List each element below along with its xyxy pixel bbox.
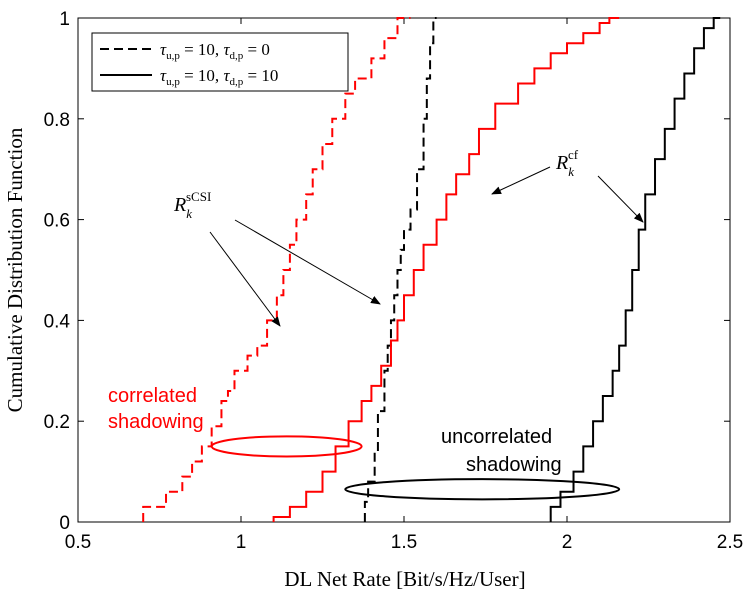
label-rksCSI: RksCSI: [173, 189, 211, 221]
y-axis-label: Cumulative Distribution Function: [3, 127, 27, 412]
legend: τu,p = 10, τd,p = 0 τu,p = 10, τd,p = 10: [91, 32, 349, 92]
ellipse-group: [210, 435, 621, 501]
arrow-rkcf-uncorrelated: [597, 175, 644, 223]
annotation-uncorrelated-line1: uncorrelated: [441, 426, 552, 448]
x-tick-label: 2: [562, 532, 573, 553]
axis-ticks: 0.5 1 1.5 2 2.5 0 0.2 0.4 0.6 0.8 1: [44, 9, 744, 553]
series-line-2: [272, 17, 620, 522]
arrow-rksCSI-uncorrelated: [234, 219, 381, 305]
x-tick-label: 2.5: [717, 532, 743, 553]
arrow-rksCSI-correlated: [209, 231, 281, 327]
annotation-correlated-line2: shadowing: [108, 411, 204, 433]
x-axis-label: DL Net Rate [Bit/s/Hz/User]: [284, 567, 525, 591]
x-tick-label: 1.5: [391, 532, 417, 553]
y-tick-label: 0: [59, 513, 70, 534]
y-tick-label: 0.8: [44, 110, 70, 131]
legend-label-dashed: τu,p = 10, τd,p = 0: [160, 40, 270, 62]
annotation-uncorrelated-line2: shadowing: [466, 454, 562, 476]
correlated-ellipse: [210, 435, 363, 458]
label-rkcf: Rkcf: [555, 147, 579, 179]
series-line-3: [549, 17, 721, 522]
y-tick-label: 1: [59, 9, 70, 30]
legend-box: [91, 32, 349, 92]
y-tick-label: 0.2: [44, 412, 70, 433]
y-tick-label: 0.4: [44, 311, 71, 332]
arrow-rkcf-correlated: [491, 166, 551, 195]
series-line-1: [363, 17, 437, 522]
x-tick-label: 0.5: [65, 532, 91, 553]
series-line-0: [142, 17, 411, 522]
legend-label-solid: τu,p = 10, τd,p = 10: [160, 66, 278, 88]
y-tick-label: 0.6: [44, 211, 70, 232]
series-group: [142, 17, 721, 522]
annotation-correlated-line1: correlated: [108, 385, 197, 407]
uncorrelated-ellipse: [344, 478, 621, 501]
x-tick-label: 1: [236, 532, 247, 553]
